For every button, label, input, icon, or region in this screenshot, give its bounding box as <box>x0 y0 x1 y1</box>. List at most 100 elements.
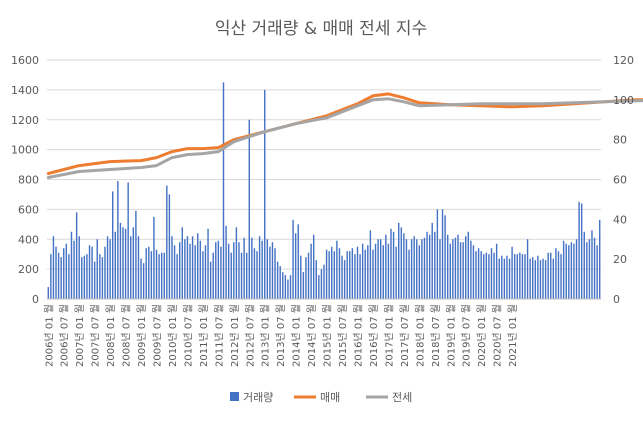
x-tick-label: 2007년 07 월 <box>90 304 102 367</box>
volume-bar <box>86 254 88 299</box>
x-tick-label: 2015년 07 월 <box>337 304 349 367</box>
volume-bar <box>240 252 243 299</box>
y-right-tick-label: 20 <box>613 253 627 266</box>
volume-bar <box>449 243 451 299</box>
chart-title: 익산 거래량 & 매매 전세 지수 <box>215 19 427 39</box>
volume-bar <box>282 272 284 299</box>
volume-bar <box>503 258 506 299</box>
volume-bar <box>245 252 248 299</box>
y-right-tick-label: 40 <box>613 213 627 226</box>
volume-bar <box>452 239 454 299</box>
volume-bar <box>372 249 374 299</box>
volume-bar <box>488 254 490 299</box>
volume-bar <box>349 251 351 299</box>
volume-bar <box>331 246 333 299</box>
legend-label-jeonse: 전세 <box>392 391 412 404</box>
volume-bar <box>225 225 227 299</box>
x-tick-label: 2018년 01 월 <box>414 304 426 367</box>
volume-bar <box>506 255 508 299</box>
volume-bar <box>251 237 253 299</box>
volume-bar <box>416 239 418 299</box>
volume-bar <box>387 243 390 299</box>
volume-bar <box>215 242 217 299</box>
volume-bar <box>524 254 526 299</box>
volume-bar <box>189 243 191 299</box>
volume-bar <box>132 227 135 299</box>
volume-bar <box>436 209 439 299</box>
volume-bar <box>439 239 441 299</box>
volume-bar <box>140 258 142 299</box>
volume-bar <box>583 231 585 299</box>
volume-bar <box>431 222 433 299</box>
volume-bar <box>501 255 503 299</box>
volume-bar <box>588 239 591 299</box>
volume-bar <box>410 239 413 299</box>
y-left-tick-label: 1400 <box>11 84 39 97</box>
x-tick-label: 2010년 01 월 <box>167 304 179 367</box>
volume-bar <box>269 246 271 299</box>
volume-bar <box>405 239 408 299</box>
volume-bar <box>459 242 462 299</box>
volume-bar <box>323 264 325 299</box>
y-axis-right: 0 20 40 60 80 100 120 <box>613 54 634 306</box>
volume-bar <box>181 227 183 299</box>
y-left-tick-label: 1000 <box>11 144 39 157</box>
x-tick-label: 2014년 07 월 <box>306 304 318 367</box>
volume-bar <box>508 258 511 299</box>
volume-bar <box>99 254 101 299</box>
y-right-tick-label: 60 <box>613 174 627 187</box>
volume-bar <box>88 245 91 299</box>
volume-bar <box>243 237 245 299</box>
y-right-tick-label: 100 <box>613 94 634 107</box>
volume-bar <box>287 279 289 299</box>
volume-bar <box>351 248 354 299</box>
volume-bar <box>60 257 62 299</box>
volume-bar <box>176 254 178 299</box>
volume-bar <box>343 260 346 299</box>
volume-bar <box>374 243 377 299</box>
volume-bar <box>160 252 163 299</box>
volume-bar <box>413 236 415 299</box>
volume-bar <box>542 258 544 299</box>
volume-bar <box>158 254 160 299</box>
volume-bar <box>127 182 129 299</box>
volume-bar <box>186 236 189 299</box>
volume-bar <box>274 248 276 299</box>
volume-bar <box>591 230 593 299</box>
volume-bar <box>593 237 596 299</box>
volume-bar <box>328 251 330 299</box>
line-series-jeonse <box>46 97 643 179</box>
x-tick-label: 2011년 07 월 <box>213 304 225 367</box>
volume-bar <box>462 242 464 299</box>
volume-bar <box>57 252 60 299</box>
volume-bar <box>470 240 472 299</box>
volume-bar <box>472 245 475 299</box>
volume-bar <box>513 254 516 299</box>
volume-bar <box>276 261 279 299</box>
volume-bar <box>392 231 395 299</box>
volume-bar <box>153 216 155 299</box>
volume-bar <box>361 243 364 299</box>
y-left-tick-label: 0 <box>32 293 39 306</box>
volume-bar <box>312 234 315 299</box>
volume-bar <box>50 254 52 299</box>
volume-bar <box>382 245 384 299</box>
line-series-sale <box>46 92 643 175</box>
volume-bar <box>446 234 449 299</box>
volume-bar <box>539 260 542 299</box>
volume-bar <box>111 191 114 299</box>
x-tick-label: 2008년 07 월 <box>121 304 133 367</box>
volume-bar <box>166 185 168 299</box>
x-tick-label: 2016년 01 월 <box>353 304 365 367</box>
volume-bar <box>573 243 575 299</box>
volume-bar <box>400 227 403 299</box>
volume-bar <box>346 251 348 299</box>
x-tick-label: 2019년 07 월 <box>461 304 473 367</box>
x-tick-label: 2006년 01 월 <box>43 304 55 367</box>
x-tick-label: 2020년 01 월 <box>476 304 488 367</box>
volume-bar <box>47 287 49 299</box>
volume-bar <box>104 246 106 299</box>
volume-bar <box>377 239 379 299</box>
x-tick-label: 2015년 01 월 <box>322 304 334 367</box>
